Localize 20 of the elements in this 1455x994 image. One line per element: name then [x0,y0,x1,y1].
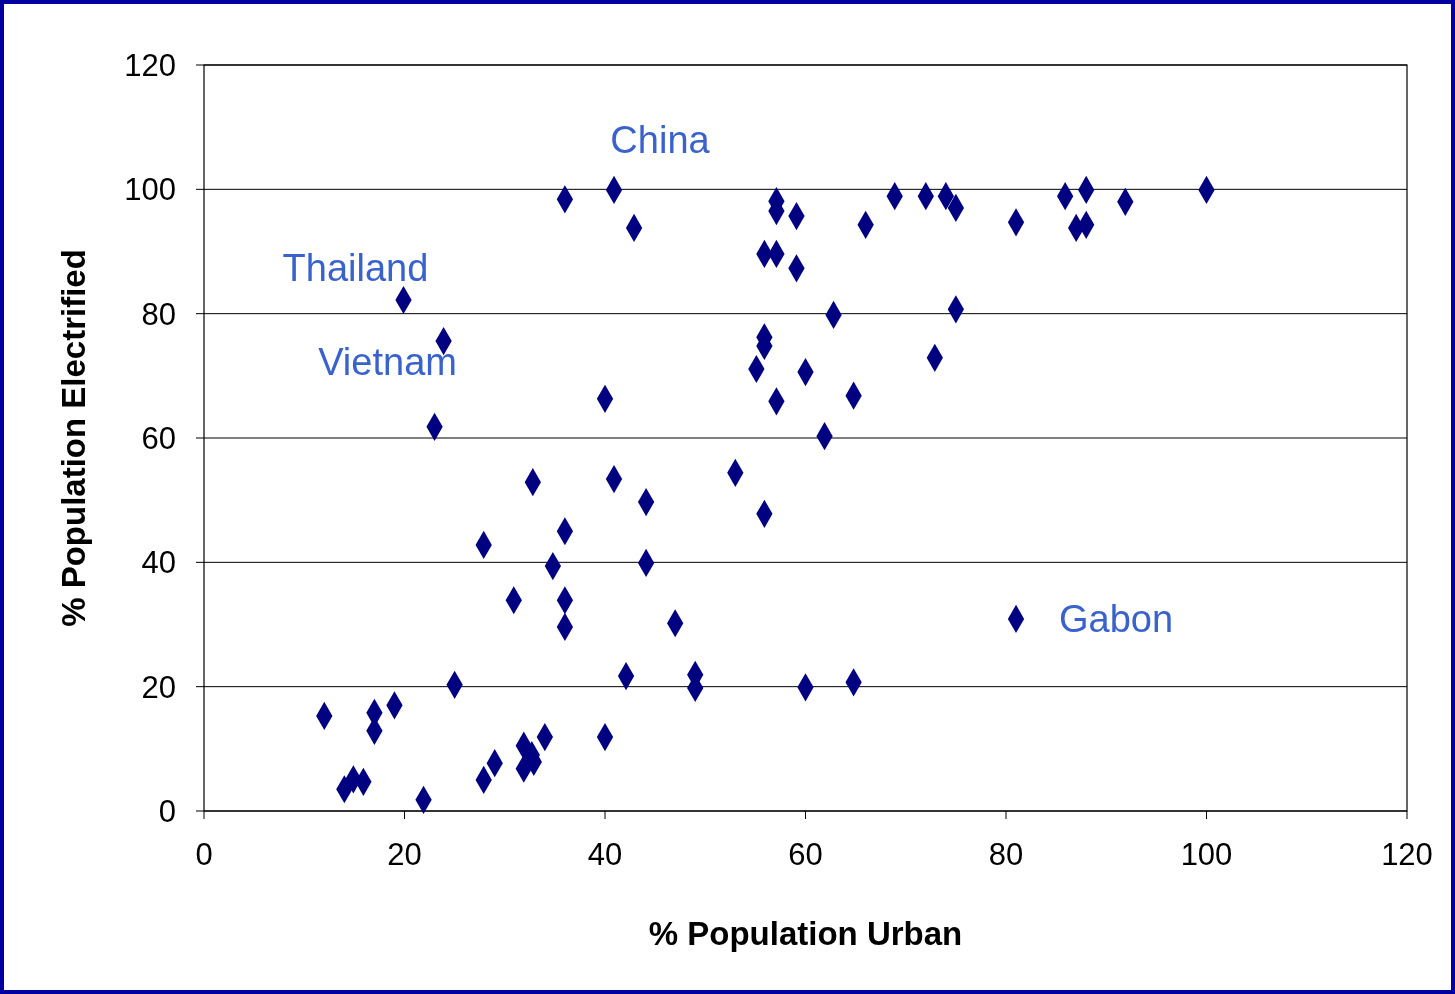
x-axis-title: % Population Urban [648,915,963,952]
x-tick-label: 20 [387,837,422,872]
y-tick-label: 80 [141,296,176,332]
y-axis-title: % Population Electrified [55,249,92,627]
y-tick-label: 100 [124,172,176,208]
x-tick-label: 80 [988,837,1024,872]
y-tick-label: 60 [141,420,176,456]
y-tick-label: 20 [141,669,176,705]
y-tick-label: 40 [141,545,176,581]
x-tick-label: 120 [1381,837,1433,872]
x-tick-label: 100 [1180,837,1233,872]
annotation: Thailand [282,247,429,290]
x-tick-label: 60 [788,837,823,872]
x-tick-label: 0 [195,837,213,872]
annotation: Gabon [1058,598,1174,641]
y-tick-label: 0 [158,793,176,829]
y-tick-label: 120 [124,47,176,83]
annotation: China [610,119,711,162]
annotation: Vietnam [318,341,457,384]
x-tick-label: 40 [587,837,623,872]
